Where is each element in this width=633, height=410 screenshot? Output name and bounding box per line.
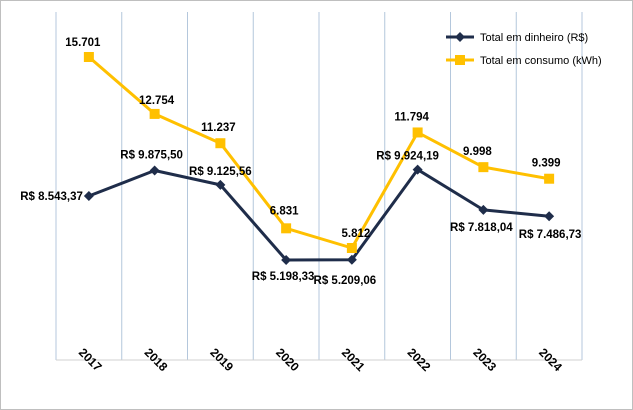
data-label-consumo-2022: 11.794 xyxy=(394,111,429,123)
data-label-consumo-2024: 9.399 xyxy=(532,158,561,170)
marker-dinheiro-2022 xyxy=(412,164,423,175)
data-label-consumo-2021: 5.812 xyxy=(341,228,370,240)
marker-consumo-2018 xyxy=(149,108,160,119)
data-label-dinheiro-2021: R$ 5.209,06 xyxy=(314,275,377,287)
data-labels: 15.701 12.754 11.237 6.831 5.812 11.794 9.998 9… xyxy=(20,37,581,287)
gridlines xyxy=(55,12,583,360)
legend-label-consumo: Total em consumo (kWh) xyxy=(480,55,602,67)
marker-dinheiro-2024 xyxy=(544,211,555,222)
marker-consumo-2023 xyxy=(478,162,489,173)
marker-dinheiro-2020 xyxy=(281,255,292,265)
legend-marker-dinheiro xyxy=(455,32,465,42)
data-label-consumo-2018: 12.754 xyxy=(139,95,175,107)
data-label-dinheiro-2024: R$ 7.486,73 xyxy=(519,229,582,241)
marker-consumo-2024 xyxy=(544,173,555,184)
series-lines xyxy=(87,55,550,262)
marker-dinheiro-2019 xyxy=(215,179,226,190)
marker-dinheiro-2021 xyxy=(346,254,357,265)
data-label-consumo-2019: 11.237 xyxy=(201,122,236,134)
data-markers xyxy=(83,52,555,265)
marker-dinheiro-2018 xyxy=(149,165,160,176)
data-label-dinheiro-2019: R$ 9.125,56 xyxy=(189,166,252,178)
data-label-dinheiro-2017: R$ 8.543,37 xyxy=(20,191,83,203)
marker-dinheiro-2017 xyxy=(83,191,94,201)
data-label-dinheiro-2022: R$ 9.924,19 xyxy=(376,151,439,163)
marker-consumo-2020 xyxy=(281,223,292,234)
legend-marker-consumo xyxy=(455,55,465,65)
marker-consumo-2022 xyxy=(412,127,423,138)
legend-label-dinheiro: Total em dinheiro (R$) xyxy=(480,32,588,44)
series-line-dinheiro xyxy=(88,168,550,262)
data-label-dinheiro-2020: R$ 5.198,33 xyxy=(252,271,315,283)
series-line-consumo xyxy=(87,55,550,250)
marker-consumo-2021 xyxy=(346,243,357,253)
data-label-consumo-2020: 6.831 xyxy=(270,205,299,217)
data-label-dinheiro-2018: R$ 9.875,50 xyxy=(120,150,183,162)
data-label-dinheiro-2023: R$ 7.818,04 xyxy=(450,222,513,234)
marker-dinheiro-2023 xyxy=(478,204,489,215)
legend: Total em dinheiro (R$) Total em consumo (… xyxy=(446,32,602,67)
data-label-consumo-2023: 9.998 xyxy=(463,146,492,158)
marker-consumo-2017 xyxy=(83,52,94,62)
marker-consumo-2019 xyxy=(215,138,226,149)
data-label-consumo-2017: 15.701 xyxy=(65,37,101,49)
